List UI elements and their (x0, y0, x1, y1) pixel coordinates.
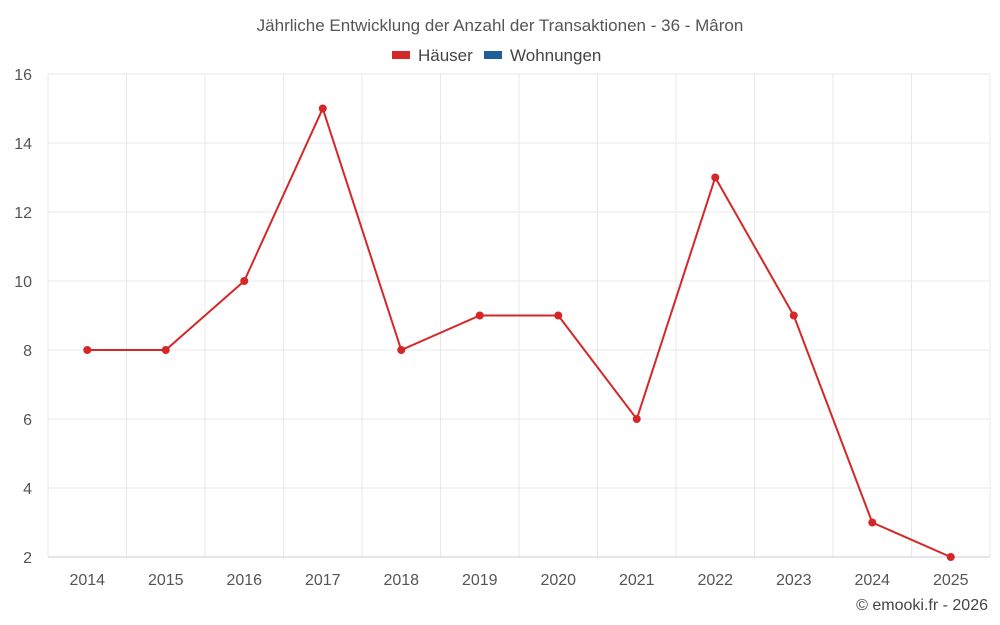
data-point[interactable] (161, 346, 170, 354)
y-tick-label: 14 (14, 136, 32, 153)
x-tick-label: 2023 (776, 572, 812, 589)
y-tick-label: 2 (23, 550, 32, 567)
legend-label-wohnungen: Wohnungen (510, 46, 601, 65)
legend-item-haeuser[interactable]: Häuser (392, 46, 473, 65)
legend-label-haeuser: Häuser (418, 46, 473, 65)
data-point[interactable] (868, 518, 877, 527)
x-tick-label: 2025 (933, 572, 969, 589)
y-tick-label: 8 (23, 343, 32, 360)
legend: Häuser Wohnungen (392, 46, 601, 65)
axes: 2 4 6 8 10 12 14 16 2014 2015 2016 2017 2018 2019 2020… (14, 67, 990, 589)
x-tick-label: 2022 (697, 572, 733, 589)
x-tick-label: 2016 (226, 572, 262, 589)
x-tick-label: 2014 (69, 572, 105, 589)
series (83, 104, 955, 561)
x-tick-label: 2015 (148, 572, 184, 589)
data-point[interactable] (711, 173, 720, 182)
data-point[interactable] (475, 311, 484, 320)
y-tick-label: 12 (14, 205, 32, 222)
x-tick-label: 2017 (305, 572, 341, 589)
data-point[interactable] (632, 415, 641, 423)
y-tick-label: 4 (23, 481, 32, 498)
legend-swatch-haeuser (392, 51, 410, 59)
legend-swatch-wohnungen (484, 51, 502, 59)
data-point[interactable] (789, 311, 798, 320)
x-tick-label: 2019 (462, 572, 498, 589)
data-point[interactable] (554, 311, 563, 320)
chart-title: Jährliche Entwicklung der Anzahl der Tra… (257, 16, 744, 35)
legend-item-wohnungen[interactable]: Wohnungen (484, 46, 601, 65)
x-tick-label: 2021 (619, 572, 655, 589)
data-point[interactable] (240, 277, 249, 285)
y-tick-label: 16 (14, 67, 32, 84)
credit-text: © emooki.fr - 2026 (856, 597, 988, 614)
data-point[interactable] (397, 346, 406, 354)
y-tick-label: 6 (23, 412, 32, 429)
x-tick-label: 2018 (383, 572, 419, 589)
series-line (87, 105, 952, 558)
x-tick-label: 2024 (854, 572, 890, 589)
y-tick-label: 10 (14, 274, 32, 291)
data-point[interactable] (83, 346, 92, 354)
x-tick-label: 2020 (540, 572, 576, 589)
data-point[interactable] (946, 553, 955, 561)
data-point[interactable] (318, 104, 327, 113)
